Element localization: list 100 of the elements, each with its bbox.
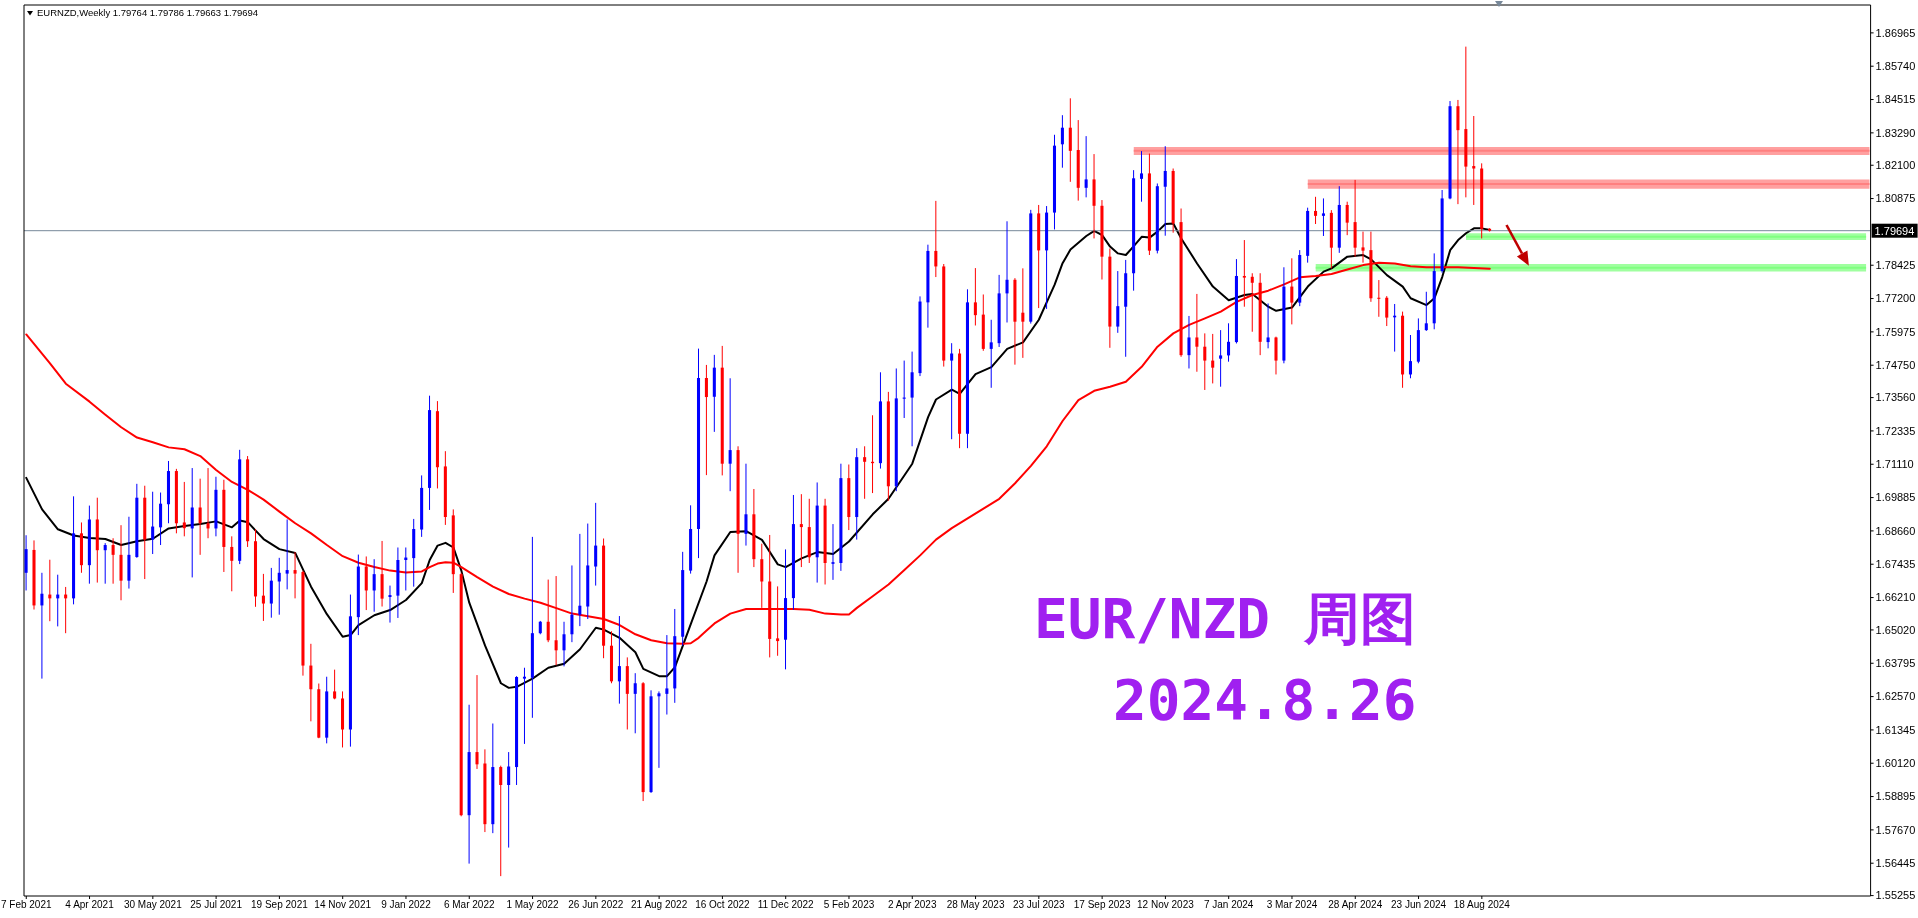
x-tick-label: 1 May 2022 [506, 899, 560, 911]
y-tick-label: 1.65020 [1875, 623, 1916, 636]
candlestick [269, 567, 273, 619]
annotation: EUR/NZD 周图 [1034, 586, 1416, 651]
x-tick-label: 2 Apr 2023 [888, 899, 937, 911]
annotation: 2024.8.26 [1113, 667, 1417, 732]
x-tick-label: 11 Dec 2022 [757, 899, 815, 911]
candlestick [831, 523, 835, 581]
y-tick-label: 1.61345 [1875, 723, 1916, 736]
candlestick [1385, 295, 1389, 327]
candlestick [285, 518, 289, 590]
candlestick [1219, 329, 1223, 388]
candlestick [1377, 279, 1381, 318]
candlestick [633, 672, 637, 734]
x-tick-label: 30 May 2021 [123, 899, 183, 911]
candlestick [1068, 97, 1072, 183]
candlestick [475, 674, 479, 770]
candlestick [364, 555, 368, 611]
x-tick-label: 28 May 2023 [946, 899, 1005, 911]
candlestick [617, 615, 621, 705]
x-tick-label: 23 Jul 2023 [1012, 899, 1066, 911]
candlestick [760, 543, 764, 609]
candlestick [1314, 196, 1318, 225]
y-tick-label: 1.85740 [1875, 60, 1916, 73]
x-tick-label: 23 Jun 2024 [1391, 899, 1447, 911]
candlestick [333, 669, 337, 700]
x-tick-label: 12 Nov 2023 [1137, 899, 1195, 911]
candlestick [1005, 220, 1009, 323]
x-tick-label: 5 Feb 2023 [823, 899, 875, 911]
x-tick-label: 16 Oct 2022 [695, 899, 751, 911]
candlestick [293, 551, 297, 599]
candlestick [103, 542, 107, 585]
candlestick [507, 751, 511, 849]
candlestick [309, 643, 313, 722]
candlestick [1203, 332, 1207, 391]
x-tick-label: 21 Aug 2022 [631, 899, 688, 911]
candlestick [950, 342, 954, 440]
candlestick [111, 537, 115, 585]
y-tick-label: 1.83290 [1875, 126, 1916, 139]
candlestick [744, 463, 748, 547]
x-tick-label: 25 Jul 2021 [190, 899, 243, 911]
candlestick [190, 467, 194, 578]
x-tick-label: 18 Aug 2024 [1453, 899, 1511, 911]
candlestick [1424, 291, 1428, 332]
candlestick [1116, 270, 1120, 334]
y-tick-label: 1.60120 [1875, 757, 1916, 770]
ref-line-label: 1.79694 [1874, 224, 1915, 237]
candlestick [578, 533, 582, 627]
y-tick-label: 1.71110 [1875, 458, 1914, 471]
candlestick [1274, 336, 1278, 375]
x-tick-label: 26 Jun 2022 [568, 899, 624, 911]
candlestick [261, 573, 265, 622]
candlestick [1060, 114, 1064, 169]
y-tick-label: 1.82100 [1875, 159, 1916, 172]
candlestick [372, 558, 376, 613]
x-tick-label: 4 Apr 2021 [65, 899, 115, 911]
x-tick-label: 7 Jan 2024 [1203, 899, 1254, 911]
x-tick-label: 7 Feb 2021 [0, 899, 52, 911]
candlestick [1195, 293, 1199, 373]
candlestick [594, 502, 598, 587]
candlestick [522, 667, 526, 745]
candlestick [989, 319, 993, 389]
candlestick [728, 377, 732, 492]
candlestick [934, 200, 938, 278]
y-tick-label: 1.75975 [1875, 325, 1916, 338]
y-tick-label: 1.69885 [1875, 491, 1916, 504]
candlestick [40, 572, 44, 680]
y-tick-label: 1.63795 [1875, 657, 1916, 670]
x-tick-label: 14 Nov 2021 [314, 899, 372, 911]
y-tick-label: 1.67435 [1875, 558, 1916, 571]
candlestick [973, 267, 977, 326]
candlestick [1408, 334, 1412, 379]
y-tick-label: 1.57670 [1875, 823, 1916, 836]
candlestick [198, 478, 202, 556]
y-tick-label: 1.72335 [1875, 424, 1916, 437]
x-tick-label: 6 Mar 2022 [443, 899, 495, 911]
candlestick [1321, 197, 1325, 237]
candlestick [1227, 322, 1231, 363]
y-tick-label: 1.56445 [1875, 857, 1916, 870]
y-tick-label: 1.58895 [1875, 790, 1916, 803]
candlestick [182, 481, 186, 537]
y-tick-label: 1.80875 [1875, 192, 1916, 205]
y-tick-label: 1.62570 [1875, 690, 1916, 703]
y-tick-label: 1.84515 [1875, 93, 1916, 106]
candlestick [1250, 272, 1254, 333]
candlestick [159, 492, 163, 546]
candlestick [562, 621, 566, 667]
y-tick-label: 1.55255 [1875, 889, 1916, 902]
candlestick [1139, 150, 1144, 203]
candlestick [1021, 267, 1025, 359]
candlestick [499, 765, 503, 877]
candlestick [704, 364, 708, 476]
candlestick [799, 493, 803, 568]
candlestick [902, 360, 906, 419]
candlestick [657, 690, 661, 769]
y-tick-label: 1.86965 [1875, 26, 1916, 39]
x-tick-label: 17 Sep 2023 [1073, 899, 1131, 911]
candlestick [1163, 145, 1167, 237]
candlestick [1187, 315, 1191, 369]
candlestick [388, 585, 392, 624]
